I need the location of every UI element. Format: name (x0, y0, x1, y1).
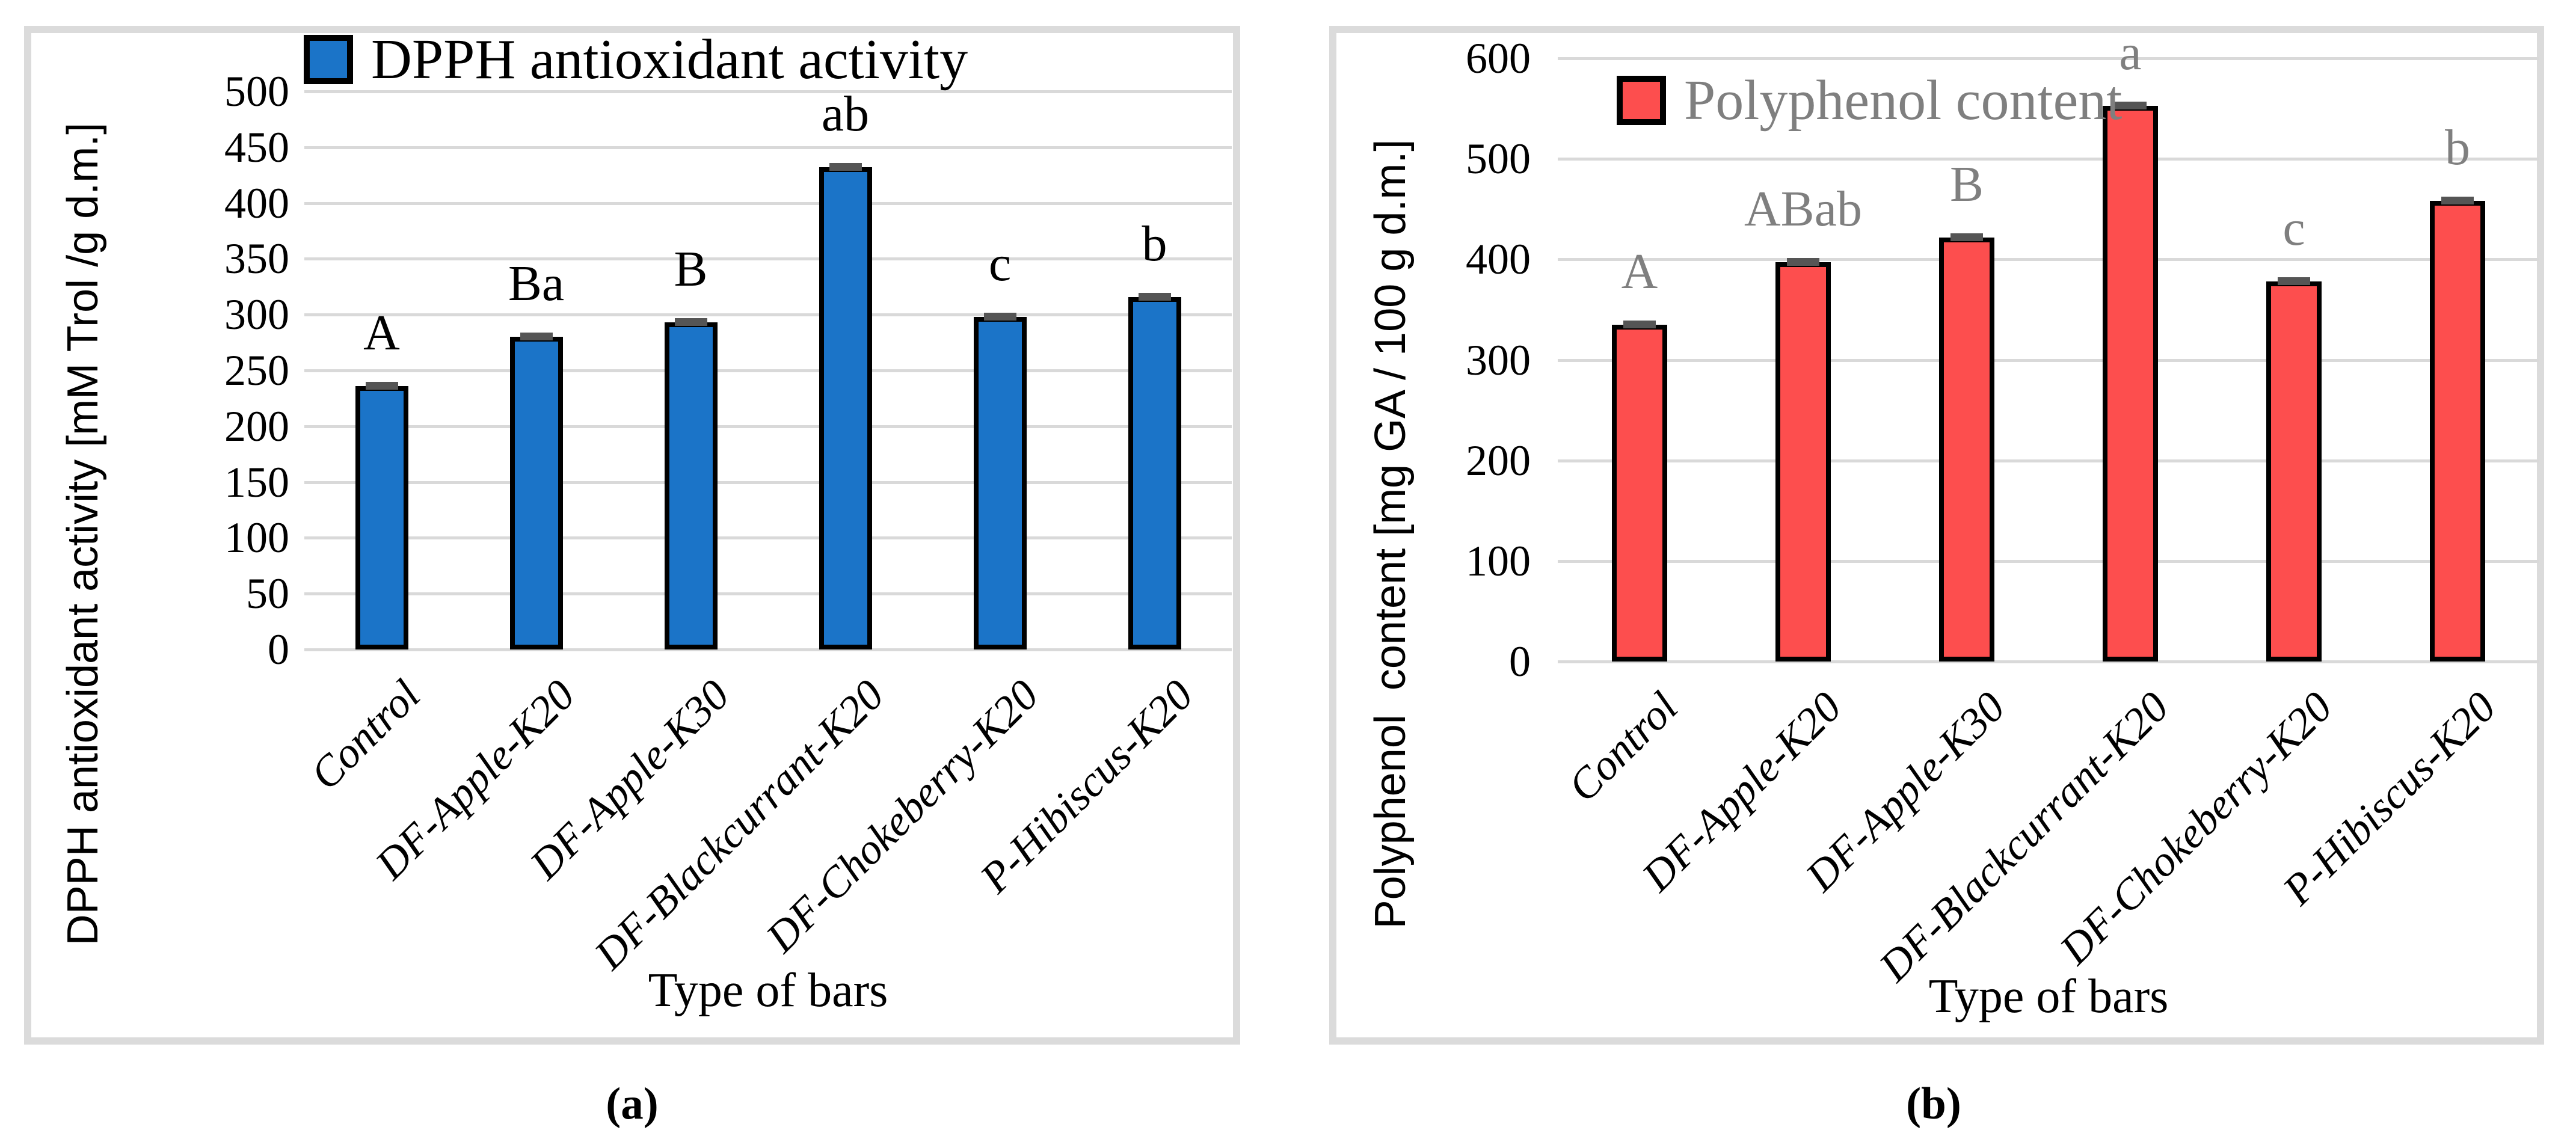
panel-b (1329, 26, 2544, 1045)
gridline (1558, 660, 2539, 663)
error-bar-cap (520, 333, 553, 341)
caption-b: (b) (1906, 1079, 1961, 1129)
legend-swatch-red-icon (1617, 76, 1666, 125)
significance-letter: c (988, 235, 1012, 292)
y-tick-label: 600 (1466, 34, 1531, 82)
y-tick-label: 200 (1466, 436, 1531, 485)
legend-polyphenol: Polyphenol content (1617, 72, 2122, 129)
gridline (1558, 559, 2539, 563)
y-tick-label: 400 (1466, 235, 1531, 284)
gridline (1558, 358, 2539, 362)
error-bar-cap (674, 318, 707, 327)
significance-letter: B (674, 241, 708, 298)
gridline (304, 480, 1232, 484)
error-bar-cap (365, 381, 398, 390)
y-tick-label: 500 (1466, 135, 1531, 183)
y-tick-label: 50 (246, 569, 289, 618)
bar (1128, 296, 1181, 649)
gridline (304, 146, 1232, 149)
significance-letter: A (363, 304, 400, 361)
bar (1775, 262, 1831, 662)
error-bar-cap (1787, 258, 1819, 266)
panel-a (24, 26, 1240, 1045)
bar (1939, 237, 1994, 662)
bar (355, 385, 408, 649)
y-tick-label: 300 (224, 290, 289, 339)
gridline (1558, 57, 2539, 60)
significance-letter: ab (821, 86, 870, 143)
y-tick-label: 200 (224, 402, 289, 450)
error-bar-cap (829, 163, 862, 171)
error-bar-cap (983, 312, 1016, 321)
bar (973, 316, 1027, 649)
y-tick-label: 0 (1509, 637, 1531, 686)
gridline (304, 201, 1232, 205)
y-tick-label: 300 (1466, 336, 1531, 384)
significance-letter: B (1949, 156, 1984, 212)
bar (819, 167, 872, 649)
y-tick-label: 150 (224, 458, 289, 506)
significance-letter: c (2282, 200, 2305, 257)
caption-a: (a) (606, 1079, 659, 1129)
bar (509, 337, 563, 649)
significance-letter: Ba (508, 256, 565, 312)
x-axis-title-a: Type of bars (648, 964, 888, 1017)
gridline (304, 369, 1232, 372)
gridline (304, 425, 1232, 428)
gridline (304, 90, 1232, 93)
y-tick-label: 0 (268, 625, 289, 674)
error-bar-cap (1138, 292, 1171, 301)
y-tick-label: 450 (224, 123, 289, 171)
bar (2103, 105, 2158, 662)
significance-letter: A (1621, 243, 1658, 299)
gridline (304, 313, 1232, 317)
gridline (1558, 459, 2539, 462)
significance-letter: b (1142, 215, 1167, 272)
y-tick-label: 100 (1466, 536, 1531, 585)
gridline (304, 592, 1232, 596)
error-bar-cap (2441, 197, 2474, 205)
y-tick-label: 100 (224, 514, 289, 562)
error-bar-cap (1623, 320, 1656, 328)
y-tick-label: 500 (224, 67, 289, 115)
y-tick-label: 350 (224, 235, 289, 283)
gridline (304, 536, 1232, 540)
significance-letter: b (2445, 120, 2470, 176)
legend-label-polyphenol: Polyphenol content (1684, 69, 2123, 132)
y-tick-label: 400 (224, 179, 289, 227)
error-bar-cap (2114, 101, 2147, 109)
gridline (304, 257, 1232, 261)
error-bar-cap (2278, 277, 2310, 286)
y-axis-title-dpph: DPPH antioxidant activity [mM Trol /g d.… (59, 122, 107, 946)
gridline (304, 648, 1232, 651)
bar (1612, 324, 1667, 662)
significance-letter: ABab (1744, 181, 1862, 238)
x-axis-title-b: Type of bars (1928, 970, 2169, 1023)
error-bar-cap (1950, 233, 1983, 241)
bar (2430, 201, 2485, 662)
legend-swatch-blue-icon (304, 35, 353, 84)
gridline (1558, 158, 2539, 161)
bar (664, 322, 718, 649)
significance-letter: a (2119, 24, 2142, 81)
y-tick-label: 250 (224, 346, 289, 394)
legend-label-dpph: DPPH antioxidant activity (371, 28, 968, 91)
bar (2266, 281, 2322, 662)
gridline (1558, 258, 2539, 262)
legend-dpph: DPPH antioxidant activity (304, 31, 968, 88)
